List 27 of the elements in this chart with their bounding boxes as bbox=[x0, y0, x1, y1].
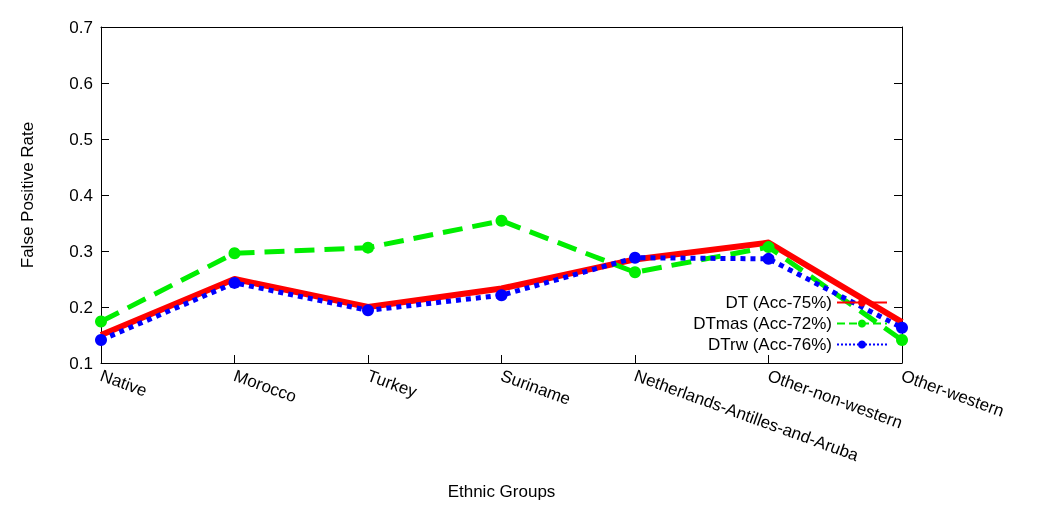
y-tick-label: 0.4 bbox=[69, 185, 93, 205]
y-tick-label: 0.6 bbox=[69, 73, 93, 93]
y-tick-label: 0.2 bbox=[69, 297, 93, 317]
point bbox=[495, 214, 508, 227]
point bbox=[95, 315, 107, 328]
point bbox=[495, 289, 508, 302]
point bbox=[896, 321, 908, 334]
y-tick-label: 0.1 bbox=[69, 353, 93, 373]
point bbox=[228, 247, 241, 260]
x-tick-label: Native bbox=[97, 366, 150, 401]
point bbox=[896, 334, 908, 347]
y-tick-label: 0.3 bbox=[69, 241, 93, 261]
legend-label: DTrw (Acc-76%) bbox=[707, 335, 832, 354]
point bbox=[228, 276, 241, 289]
point bbox=[95, 334, 107, 347]
point bbox=[762, 252, 775, 265]
x-axis-title: Ethnic Groups bbox=[447, 482, 556, 501]
y-tick-label: 0.5 bbox=[69, 129, 93, 149]
y-tick-label: 0.7 bbox=[69, 17, 93, 37]
legend-label: DT (Acc-75%) bbox=[725, 293, 832, 312]
point bbox=[762, 241, 775, 254]
point bbox=[362, 304, 374, 317]
point bbox=[362, 241, 374, 254]
point bbox=[629, 266, 641, 279]
y-axis-title: False Positive Rate bbox=[18, 121, 37, 269]
point bbox=[629, 251, 641, 264]
legend-label: DTmas (Acc-72%) bbox=[693, 314, 832, 333]
